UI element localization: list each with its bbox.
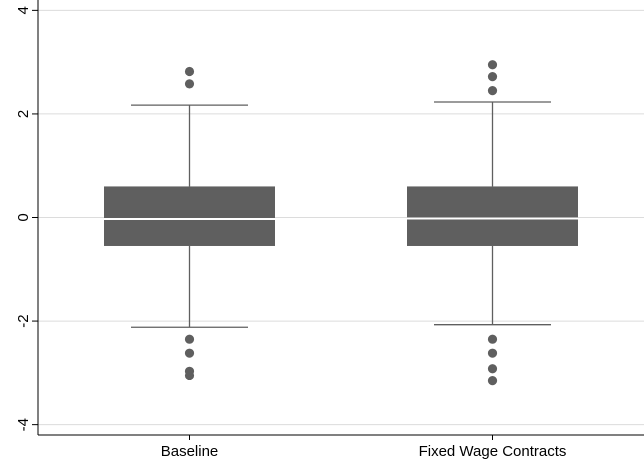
y-tick-label: 2 (15, 110, 32, 118)
y-tick-label: 4 (15, 6, 32, 14)
outlier-point (487, 364, 498, 374)
outlier-point (487, 86, 498, 96)
iqr-box (407, 186, 578, 246)
y-tick-label: -2 (15, 314, 32, 327)
x-category-label: Fixed Wage Contracts (419, 443, 567, 460)
box-group-2 (407, 60, 578, 386)
outlier-point (184, 334, 195, 344)
outlier-point (184, 348, 195, 358)
outlier-point (184, 66, 195, 77)
outlier-point (487, 60, 498, 70)
outlier-point (487, 376, 498, 386)
axes (32, 0, 644, 440)
y-tick-label: 0 (15, 213, 32, 221)
x-category-label: Baseline (161, 443, 219, 460)
y-tick-label: -4 (15, 418, 32, 431)
outlier-point (487, 72, 498, 82)
outlier-point (487, 348, 498, 358)
iqr-box (104, 186, 275, 246)
outlier-point (487, 334, 498, 344)
plot-area (104, 60, 578, 386)
outlier-point (184, 79, 195, 89)
box-group-1 (104, 66, 275, 381)
outlier-point (184, 370, 195, 381)
labels: -4 -2 0 2 4 Baseline Fixed Wage Contracts (15, 6, 566, 460)
